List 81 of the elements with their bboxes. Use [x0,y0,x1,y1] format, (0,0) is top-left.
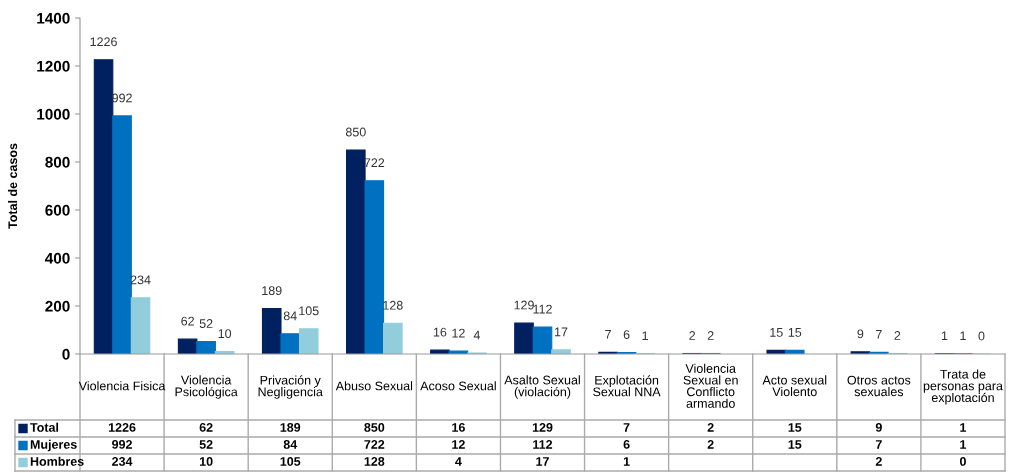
text: 52 [199,440,213,449]
data-label: 189 [262,286,282,296]
x-tick-label: Acto sexual Violento [762,375,827,397]
x-tick-label: Explotación Sexual NNA [593,375,661,397]
data-label: 10 [218,329,232,339]
text: 0 [959,457,966,466]
x-tick-label: Violencia Psicológica [175,375,238,399]
data-label: 52 [199,319,213,328]
data-label: 62 [181,316,194,326]
data-label: 16 [433,327,447,337]
data-label: 84 [283,311,297,321]
text: 1 [960,440,967,449]
data-label: 7 [605,330,611,339]
legend-label: Mujeres [30,439,77,452]
x-tick-label: Asalto Sexual (violación) [504,375,580,399]
data-label: 2 [894,331,901,340]
text: 1226 [108,423,136,432]
data-label: 1 [960,331,966,341]
text: 17 [536,457,549,466]
data-label: 0 [978,331,985,341]
data-label: 112 [533,304,552,314]
text: 2 [707,440,714,449]
x-tick-label: Trata de personas para explotación [923,369,1003,405]
data-label: 2 [707,331,714,340]
data-label: 105 [299,306,319,316]
data-label: 17 [555,327,568,337]
y-tick-label: 400 [45,252,70,264]
data-label: 15 [770,328,783,337]
x-tick-label: Privación y Negligencia [258,375,323,399]
text: 16 [452,423,465,432]
y-tick-label: 1200 [37,60,70,72]
x-tick-label: Violencia Fisica [78,381,166,391]
text: 850 [364,423,385,432]
data-label: 7 [876,330,882,339]
data-label: 850 [345,127,366,137]
y-axis-title: Total de casos [7,143,18,229]
data-label: 1226 [90,37,117,47]
text: 12 [452,440,465,449]
y-tick-label: 0 [62,348,70,360]
text: 10 [199,457,213,466]
text: 1 [960,423,967,432]
data-label: 129 [514,300,534,310]
y-tick-label: 1400 [37,12,70,24]
text: 129 [532,423,553,432]
x-tick-label: Violencia Sexual en Conflicto armando [683,363,738,408]
text: 128 [364,457,385,466]
data-label: 9 [857,329,864,339]
y-tick-label: 1000 [37,108,70,120]
y-tick-label: 600 [45,204,70,216]
text: 105 [280,457,301,466]
y-tick-label: 800 [45,156,70,168]
text: 992 [112,440,132,449]
text: 2 [875,457,882,466]
data-label: 1 [642,331,648,341]
text: 9 [875,423,882,432]
text: 4 [455,457,462,466]
text: 7 [875,440,882,449]
text: 722 [364,440,385,449]
text: 1 [623,457,630,466]
text: 62 [199,423,213,432]
text: 7 [623,423,630,432]
x-tick-label: Otros actos sexuales [847,375,911,397]
text: 112 [533,440,553,449]
data-label: 4 [473,330,481,340]
text: 2 [707,423,714,432]
data-label: 15 [788,328,802,337]
text: 84 [283,440,298,449]
text: 234 [112,457,133,466]
text: 15 [788,440,802,449]
legend-label: Hombres [30,456,84,466]
text: 6 [623,440,630,449]
y-tick-label: 200 [45,300,70,312]
data-label: 2 [689,331,696,340]
data-label: 1 [941,331,948,341]
data-label: 12 [452,328,465,338]
data-label: 6 [623,330,630,339]
legend-label: Total [30,422,59,432]
x-tick-label: Acoso Sexual [420,381,496,391]
text: 15 [788,423,802,432]
text: 189 [280,423,301,432]
x-tick-label: Abuso Sexual [335,381,413,391]
